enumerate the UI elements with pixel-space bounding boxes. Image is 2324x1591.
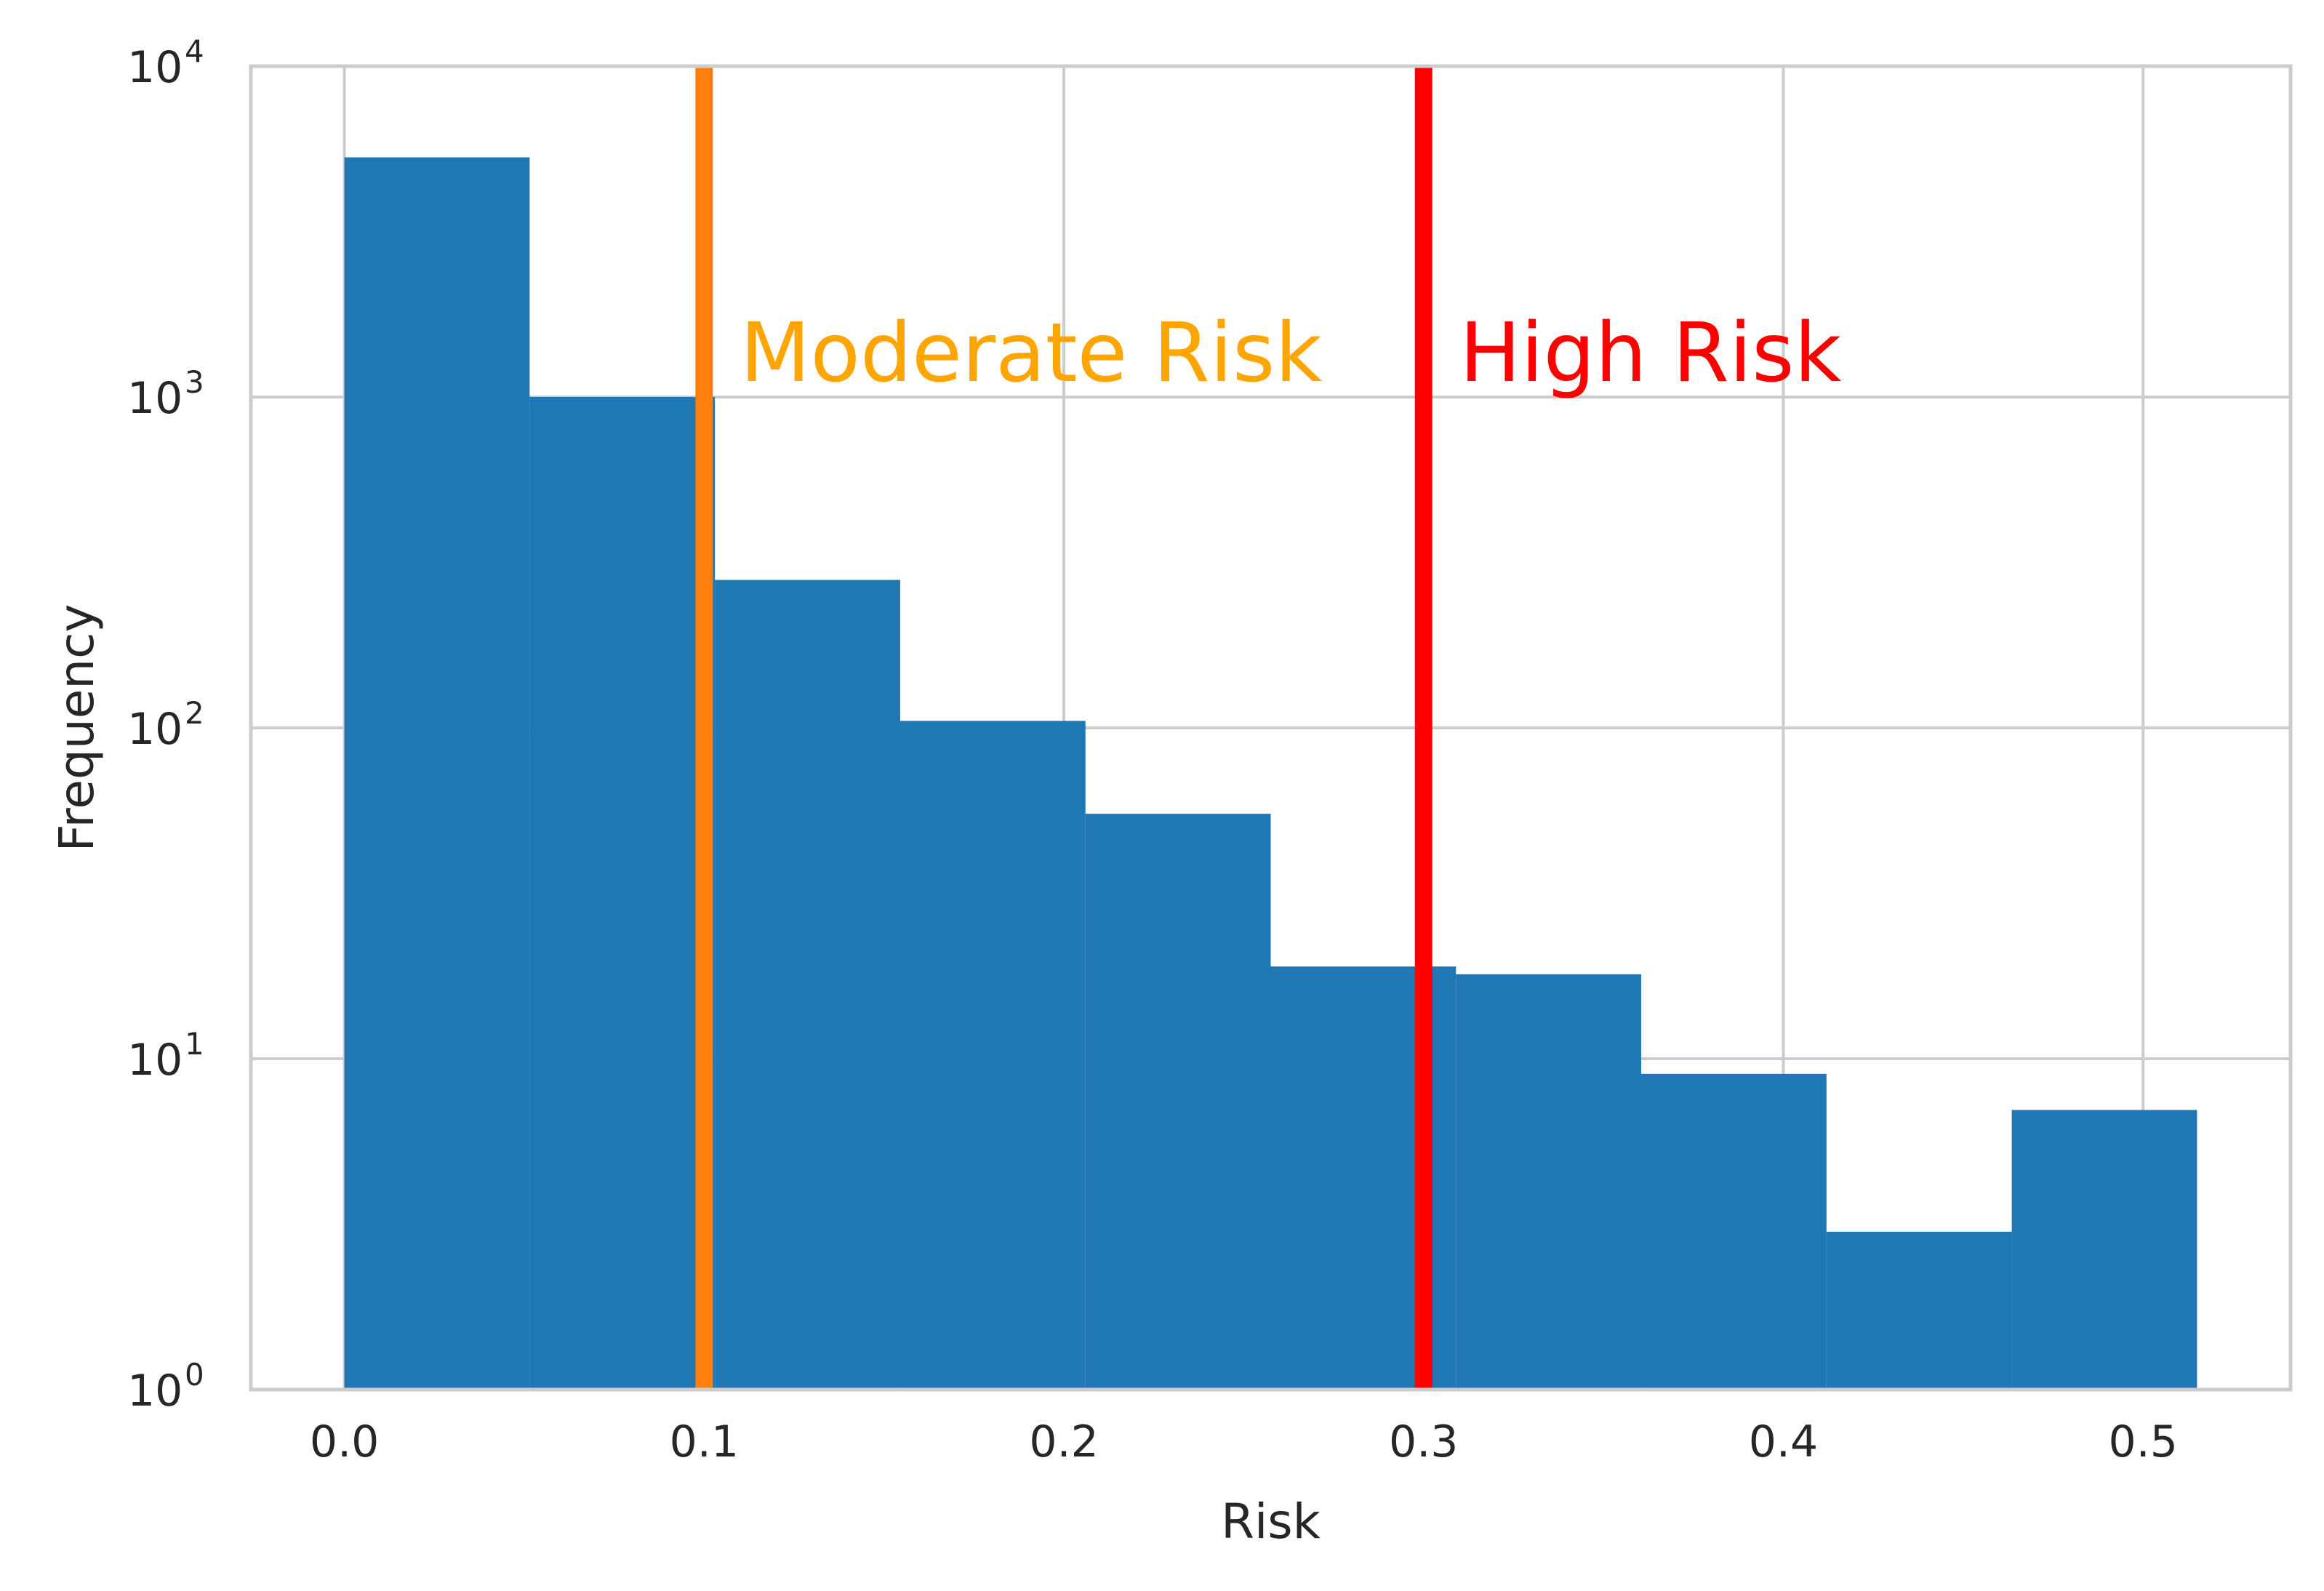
x-tick-label-3: 0.3 [1389, 1416, 1458, 1467]
y-tick-exponent-3: 3 [185, 364, 204, 400]
histogram-bar-6 [1456, 974, 1642, 1390]
y-tick-label-1: 10 [127, 1035, 183, 1086]
y-tick-exponent-2: 2 [185, 695, 204, 731]
y-axis-label: Frequency [49, 604, 105, 852]
histogram-bar-8 [1826, 1231, 2012, 1390]
histogram-bar-3 [899, 721, 1086, 1390]
y-tick-label-2: 10 [127, 704, 183, 755]
y-tick-exponent-1: 1 [185, 1026, 204, 1062]
threshold-label-1: High Risk [1459, 306, 1841, 401]
histogram-bar-9 [2011, 1110, 2197, 1390]
histogram-bar-0 [344, 157, 530, 1390]
threshold-lines: Moderate Risk High Risk [695, 66, 1842, 1390]
x-tick-label-5: 0.5 [2108, 1416, 2177, 1467]
x-tick-label-2: 0.2 [1029, 1416, 1098, 1467]
histogram-bar-1 [529, 397, 716, 1390]
y-tick-exponent-4: 4 [185, 33, 204, 69]
y-tick-label-4: 10 [127, 42, 183, 93]
x-tick-label-0: 0.0 [310, 1416, 379, 1467]
x-tick-labels: 0.0 0.1 0.2 0.3 0.4 0.5 [310, 1416, 2178, 1467]
y-tick-label-0: 10 [127, 1366, 183, 1416]
x-axis-label: Risk [1221, 1494, 1321, 1550]
x-tick-label-4: 0.4 [1749, 1416, 1818, 1467]
y-tick-exponent-0: 0 [185, 1357, 204, 1392]
plot-frame [249, 64, 2293, 1392]
threshold-label-0: Moderate Risk [740, 306, 1323, 401]
y-tick-label-3: 10 [127, 373, 183, 424]
histogram-bar-7 [1641, 1073, 1827, 1390]
x-tick-label-1: 0.1 [670, 1416, 739, 1467]
histogram-bar-4 [1085, 814, 1271, 1390]
histogram-bar-2 [715, 580, 900, 1390]
histogram-bars [344, 157, 2197, 1390]
